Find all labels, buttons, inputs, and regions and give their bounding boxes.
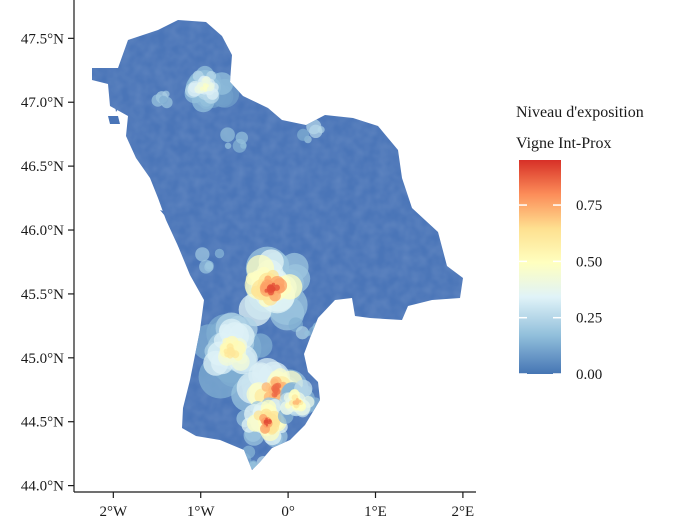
exposure-cell — [304, 330, 311, 337]
exposure-cell — [292, 401, 296, 404]
hotspot — [236, 397, 288, 448]
y-tick-label: 45.5°N — [21, 287, 64, 303]
legend-tick-label: 0.50 — [576, 254, 602, 270]
exposure-cell — [188, 287, 197, 297]
exposure-cell — [224, 142, 232, 149]
exposure-cell — [334, 401, 342, 409]
x-tick-label: 1°W — [187, 504, 215, 520]
legend-tick-label: 0.25 — [576, 311, 602, 327]
x-tick-label: 0° — [281, 504, 295, 520]
x-tick-label: 2°E — [452, 504, 475, 520]
y-tick-label: 44.5°N — [21, 415, 64, 431]
exposure-cell — [248, 460, 258, 470]
exposure-cell — [259, 423, 271, 434]
exposure-cell — [315, 408, 332, 425]
exposure-cell — [220, 127, 235, 143]
island-yeu — [108, 116, 120, 124]
exposure-cell — [235, 131, 249, 144]
exposure-cell — [296, 402, 299, 405]
exposure-cell — [295, 397, 299, 401]
y-tick-label: 44.0°N — [21, 479, 64, 495]
hotspot — [191, 312, 273, 399]
axes: 47.5°N 47.0°N 46.5°N 46.0°N 45.5°N 45.0°N 44.5… — [21, 0, 476, 520]
exposure-cell — [263, 419, 269, 426]
x-tick-label: 1°E — [364, 504, 387, 520]
exposure-cell — [268, 285, 273, 290]
exposure-cell — [214, 248, 225, 259]
exposure-cell — [199, 259, 213, 274]
y-tick-label: 46.5°N — [21, 159, 64, 175]
exposure-cell — [320, 406, 331, 417]
exposure-cell — [312, 322, 323, 333]
exposure-cell — [219, 324, 232, 337]
exposure-cell — [159, 95, 168, 105]
exposure-cell — [199, 86, 204, 91]
y-tick-label: 47.0°N — [21, 95, 64, 111]
x-tick-label: 2°W — [99, 504, 127, 520]
legend-tick-label: 0.00 — [576, 367, 602, 383]
y-tick-label: 46.0°N — [21, 223, 64, 239]
exposure-layer — [92, 20, 463, 470]
exposure-cell — [188, 292, 196, 301]
exposure-cell — [224, 351, 230, 358]
exposure-cell — [242, 445, 256, 459]
exposure-cell — [182, 304, 190, 312]
legend-colorbar — [519, 160, 561, 374]
exposure-cell — [182, 303, 193, 313]
hotspot — [184, 65, 240, 113]
exposure-cell — [185, 300, 199, 314]
legend-ticks: 0.00 0.25 0.50 0.75 — [519, 198, 602, 383]
exposure-cell — [271, 391, 278, 398]
exposure-cell — [202, 82, 208, 88]
exposure-cell — [201, 77, 209, 85]
exposure-cell — [268, 419, 271, 423]
exposure-cell — [308, 326, 321, 338]
exposure-cell — [230, 351, 236, 357]
legend-tick-label: 0.75 — [576, 198, 602, 214]
hotspot — [277, 379, 323, 424]
y-tick-label: 45.0°N — [21, 351, 64, 367]
exposure-cell — [319, 403, 328, 412]
exposure-cell — [323, 407, 334, 419]
legend-title-line2: Vigne Int-Prox — [516, 135, 611, 152]
exposure-cell — [264, 288, 269, 293]
y-ticks: 47.5°N 47.0°N 46.5°N 46.0°N 45.5°N 45.0°N 44.5… — [21, 31, 74, 495]
exposure-cell — [298, 399, 302, 403]
x-ticks: 2°W 1°W 0° 1°E 2°E — [99, 492, 474, 520]
exposure-cell — [273, 284, 280, 291]
y-tick-label: 47.5°N — [21, 31, 64, 47]
exposure-cell — [297, 128, 310, 141]
hotspot — [238, 246, 311, 331]
legend: Niveau d'exposition Vigne Int-Prox 0.000… — [516, 104, 644, 383]
exposure-cell — [195, 247, 210, 262]
exposure-cell — [256, 456, 271, 470]
legend-title-line1: Niveau d'exposition — [516, 104, 644, 121]
exposure-cell — [274, 382, 282, 389]
exposure-cell — [306, 119, 322, 135]
